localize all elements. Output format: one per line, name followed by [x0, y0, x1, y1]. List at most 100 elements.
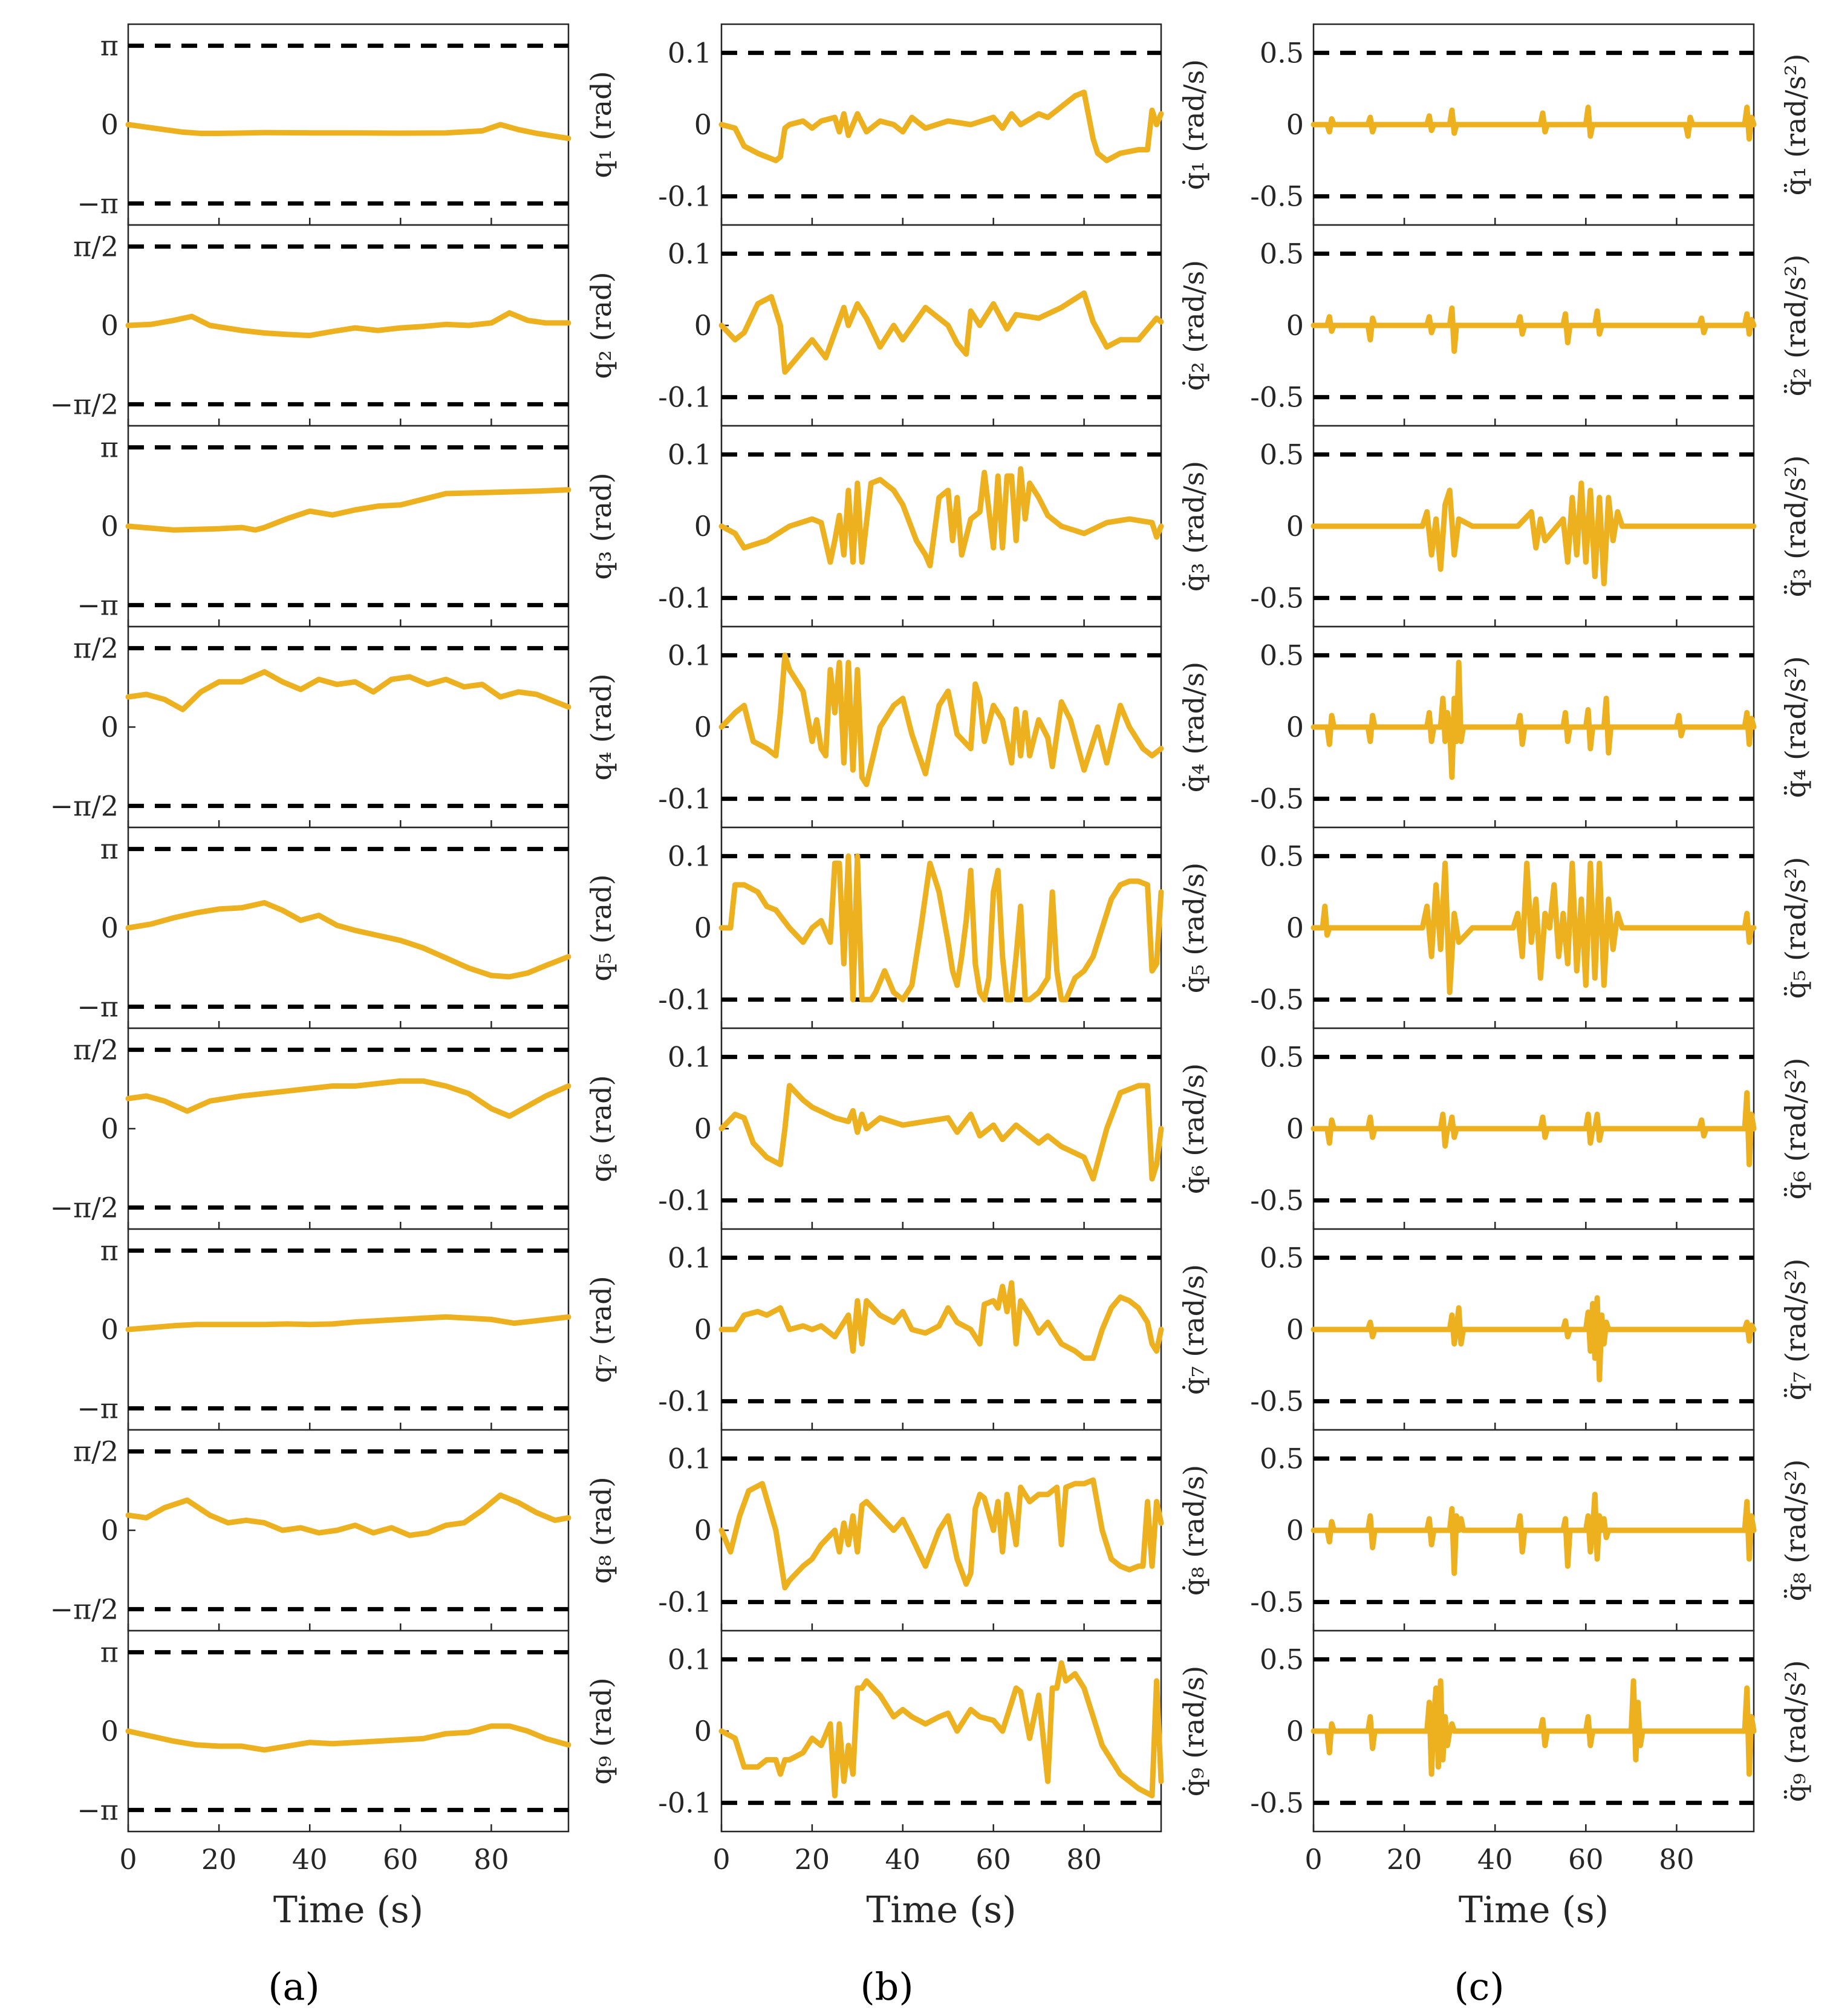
y-tick-label: 0: [1286, 1715, 1304, 1747]
y-tick-label: 0: [101, 108, 119, 141]
y-axis-label: q̈₄ (rad/s²): [1779, 656, 1812, 798]
x-axis-label: Time (s): [273, 1889, 423, 1931]
y-tick-label: 0.5: [1260, 1241, 1304, 1274]
series-line-0-6: [125, 1314, 571, 1333]
x-tick-label: 60: [383, 1843, 418, 1876]
series-line-2-1: [1310, 305, 1757, 354]
series-line-1-2: [718, 466, 1164, 569]
y-tick-label: 0.1: [668, 840, 712, 872]
y-tick-label: π/2: [73, 230, 119, 263]
y-axis-label: q̈₆ (rad/s²): [1779, 1058, 1812, 1200]
y-tick-label: 0: [694, 309, 712, 342]
y-tick-label: 0: [1286, 309, 1304, 342]
y-axis-label: q̇₂ (rad/s): [1177, 260, 1210, 391]
y-axis-label: q₈ (rad): [585, 1476, 617, 1584]
y-tick-label: 0.5: [1260, 237, 1304, 270]
y-tick-label: −π: [77, 187, 119, 220]
y-tick-label: 0: [1286, 711, 1304, 743]
panel-label: (a): [268, 1965, 319, 2009]
y-tick-label: 0: [1286, 912, 1304, 944]
y-axis-label: q̇₄ (rad/s): [1177, 662, 1210, 792]
y-tick-label: 0.5: [1260, 639, 1304, 671]
y-tick-label: 0: [694, 1313, 712, 1346]
series-line-0-7: [125, 1492, 571, 1538]
y-tick-label: 0.1: [668, 438, 712, 471]
axes-box-0-5: [127, 1027, 570, 1230]
x-tick-label: 60: [1568, 1843, 1604, 1876]
y-axis-label: q₆ (rad): [585, 1075, 617, 1182]
y-tick-label: 0.5: [1260, 1040, 1304, 1073]
y-axis-label: q̈₂ (rad/s²): [1779, 255, 1812, 397]
y-tick-label: -0.1: [658, 1586, 712, 1619]
x-tick-label: 80: [474, 1843, 509, 1876]
x-axis-label: Time (s): [866, 1889, 1016, 1931]
y-tick-label: 0.1: [668, 1643, 712, 1675]
y-tick-label: -0.5: [1250, 582, 1304, 615]
y-axis-label: q₉ (rad): [585, 1677, 617, 1784]
series-line-2-0: [1310, 105, 1757, 142]
y-tick-label: 0: [1286, 108, 1304, 141]
y-axis-label: q̇₉ (rad/s): [1177, 1666, 1210, 1796]
y-tick-label: 0: [694, 108, 712, 141]
series-line-2-3: [1310, 659, 1757, 780]
y-axis-label: q₇ (rad): [585, 1276, 617, 1383]
axes-box-0-6: [127, 1228, 570, 1431]
y-tick-label: 0: [1286, 1112, 1304, 1145]
y-tick-label: 0.1: [668, 237, 712, 270]
y-tick-label: π/2: [73, 632, 119, 665]
y-tick-label: 0: [694, 711, 712, 743]
y-axis-label: q₅ (rad): [585, 874, 617, 981]
y-axis-label: q̈₁ (rad/s²): [1779, 54, 1812, 196]
series-line-0-5: [125, 1078, 571, 1119]
y-tick-label: 0: [101, 1313, 119, 1346]
y-axis-label: q̈₅ (rad/s²): [1779, 857, 1812, 999]
y-axis-label: q̇₇ (rad/s): [1177, 1264, 1210, 1395]
y-axis-label: q̇₈ (rad/s): [1177, 1465, 1210, 1596]
series-line-2-2: [1310, 480, 1757, 587]
x-tick-label: 80: [1066, 1843, 1102, 1876]
y-axis-label: q̇₁ (rad/s): [1177, 59, 1210, 190]
x-tick-label: 40: [885, 1843, 921, 1876]
series-line-1-0: [718, 90, 1164, 163]
y-tick-label: π: [100, 431, 119, 464]
axes-box-0-1: [127, 224, 570, 427]
y-tick-label: 0.5: [1260, 36, 1304, 69]
x-tick-label: 20: [795, 1843, 830, 1876]
y-tick-label: −π: [77, 990, 119, 1023]
y-axis-label: q̈₉ (rad/s²): [1779, 1660, 1812, 1802]
y-tick-label: -0.5: [1250, 180, 1304, 213]
y-tick-label: 0: [694, 1112, 712, 1145]
axes-box-1-1: [720, 224, 1162, 427]
axes-box-0-8: [127, 1629, 570, 1833]
series-line-1-7: [718, 1477, 1164, 1591]
axes-box-0-7: [127, 1429, 570, 1632]
y-tick-label: -0.1: [658, 180, 712, 213]
y-axis-label: q̇₃ (rad/s): [1177, 461, 1210, 592]
axes-box-1-8: [720, 1629, 1162, 1833]
y-tick-label: -0.5: [1250, 1586, 1304, 1619]
series-line-0-2: [125, 487, 571, 533]
panel-label: (b): [860, 1965, 913, 2009]
axes-box-0-3: [127, 625, 570, 829]
x-tick-label: 40: [292, 1843, 328, 1876]
y-tick-label: 0: [101, 912, 119, 944]
y-tick-label: π: [100, 1235, 119, 1267]
x-tick-label: 0: [712, 1843, 730, 1876]
series-line-1-3: [718, 652, 1164, 788]
series-line-2-4: [1310, 860, 1757, 996]
x-tick-label: 0: [1304, 1843, 1322, 1876]
y-tick-label: 0.1: [668, 1040, 712, 1073]
y-tick-label: 0: [101, 309, 119, 342]
y-tick-label: -0.1: [658, 1787, 712, 1819]
y-tick-label: π/2: [73, 1435, 119, 1468]
y-tick-label: -0.5: [1250, 783, 1304, 815]
y-tick-label: 0: [694, 1514, 712, 1547]
x-tick-label: 40: [1477, 1843, 1513, 1876]
y-tick-label: -0.5: [1250, 1184, 1304, 1217]
y-axis-label: q̈₈ (rad/s²): [1779, 1460, 1812, 1602]
y-tick-label: 0: [1286, 1514, 1304, 1547]
y-tick-label: 0: [101, 1514, 119, 1547]
x-tick-label: 60: [975, 1843, 1011, 1876]
x-tick-label: 80: [1659, 1843, 1695, 1876]
y-tick-label: 0.5: [1260, 438, 1304, 471]
